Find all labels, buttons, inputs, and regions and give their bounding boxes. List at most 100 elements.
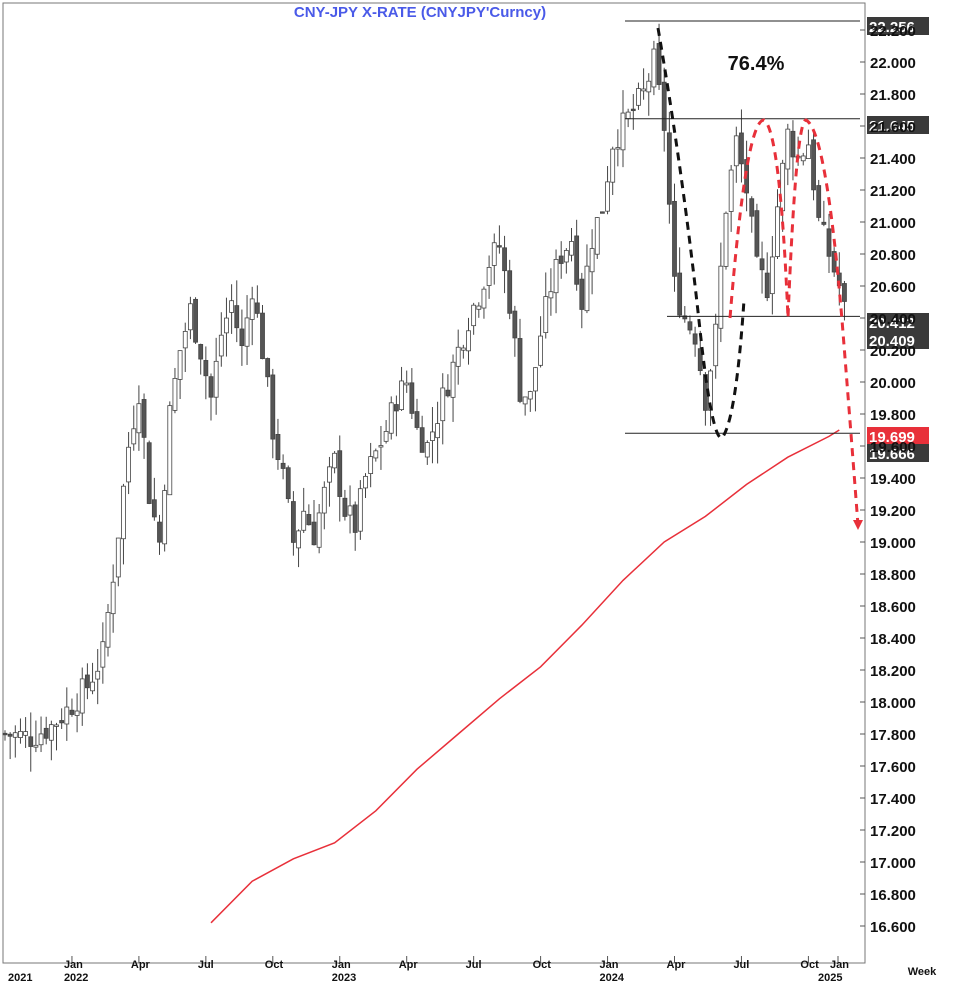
- candle: [33, 720, 39, 753]
- candle-body: [187, 303, 193, 331]
- candle-body: [831, 251, 837, 273]
- candle: [630, 94, 636, 130]
- candle-body: [224, 317, 229, 334]
- candle-body: [167, 405, 173, 496]
- price-flag: [867, 331, 929, 349]
- candle-body: [811, 139, 816, 191]
- candle-body: [182, 330, 188, 349]
- x-year-label: 2023: [332, 972, 356, 984]
- candle: [260, 304, 265, 360]
- candle-body: [373, 450, 379, 459]
- candle: [527, 390, 533, 412]
- candle-body: [739, 132, 744, 165]
- candle: [414, 398, 420, 430]
- candle: [496, 225, 502, 254]
- candle: [172, 367, 178, 414]
- candle: [749, 196, 755, 233]
- candle: [121, 483, 126, 565]
- candle: [79, 667, 85, 726]
- candle-body: [672, 200, 677, 277]
- chart-title: CNY-JPY X-RATE (CNYJPY'Curncy): [294, 4, 546, 21]
- candle: [85, 663, 90, 700]
- candle-body: [522, 396, 528, 405]
- candle: [672, 183, 677, 292]
- candle: [90, 662, 95, 695]
- candle: [507, 259, 513, 320]
- candle: [38, 716, 44, 753]
- y-axis-ticks: 16.600 16.800 17.000 17.200 17.400 17.600 17.8…: [860, 23, 916, 936]
- candle: [285, 465, 291, 503]
- x-month-label: Apr: [399, 959, 419, 971]
- y-tick-label: 16.800: [870, 887, 916, 904]
- y-tick-label: 17.800: [870, 727, 916, 744]
- candle: [275, 418, 281, 470]
- candle-body: [254, 302, 260, 314]
- candle-body: [842, 283, 847, 302]
- candle: [157, 514, 162, 555]
- candle: [290, 491, 296, 556]
- candle: [177, 350, 183, 400]
- head-and-shoulders-curve: [728, 118, 860, 526]
- candle-body: [533, 367, 538, 392]
- candle: [600, 211, 605, 214]
- candle-body: [157, 521, 162, 543]
- candle-body: [399, 380, 404, 411]
- candle: [100, 622, 106, 684]
- x-month-label: Jan: [600, 959, 619, 971]
- candle-body: [151, 499, 157, 518]
- candle-body: [646, 80, 652, 93]
- y-tick-label: 19.200: [870, 503, 916, 520]
- candle: [337, 435, 343, 522]
- candle-body: [100, 641, 106, 668]
- x-year-label: 2024: [600, 972, 625, 984]
- candle-body: [816, 185, 822, 218]
- candle: [553, 249, 559, 314]
- candle: [692, 326, 698, 357]
- candle-body: [260, 312, 265, 360]
- y-tick-label: 17.000: [870, 855, 916, 872]
- arrow-head: [853, 520, 863, 530]
- x-month-label: Oct: [265, 959, 284, 971]
- candle-body: [285, 467, 291, 500]
- pattern-overlays: [656, 27, 863, 530]
- x-year-label: 2025: [818, 972, 842, 984]
- candle-body: [306, 514, 312, 526]
- candle: [12, 725, 18, 758]
- candle-body: [388, 402, 394, 434]
- candle: [450, 354, 456, 422]
- candle-body: [352, 504, 358, 533]
- candle: [424, 440, 430, 465]
- candle: [363, 473, 368, 499]
- candle-body: [512, 310, 518, 339]
- candle-body: [193, 298, 198, 343]
- candle: [208, 373, 214, 421]
- candle-body: [548, 291, 554, 299]
- candle-body: [239, 328, 245, 347]
- y-tick-label: 21.000: [870, 215, 916, 232]
- candle-body: [682, 315, 688, 320]
- candle: [491, 233, 497, 285]
- candle: [723, 211, 729, 270]
- candle-body: [589, 248, 595, 273]
- candle: [569, 227, 574, 262]
- candle: [641, 68, 646, 100]
- candle: [476, 302, 482, 318]
- candle: [388, 396, 394, 440]
- x-month-label: Jul: [466, 959, 482, 971]
- candle-body: [656, 43, 662, 85]
- candle: [244, 295, 250, 365]
- candle: [821, 200, 827, 227]
- candle: [455, 329, 461, 385]
- x-month-label: Jan: [332, 959, 351, 971]
- candle-body: [641, 88, 646, 92]
- candle: [74, 693, 80, 733]
- y-tick-label: 19.000: [870, 535, 916, 552]
- candle-body: [290, 501, 296, 543]
- x-year-label: 2022: [64, 972, 88, 984]
- candle-body: [435, 423, 441, 439]
- candle: [713, 313, 719, 379]
- candle: [764, 252, 770, 302]
- candle-body: [553, 259, 559, 294]
- candle: [682, 306, 688, 323]
- candle-body: [363, 475, 368, 489]
